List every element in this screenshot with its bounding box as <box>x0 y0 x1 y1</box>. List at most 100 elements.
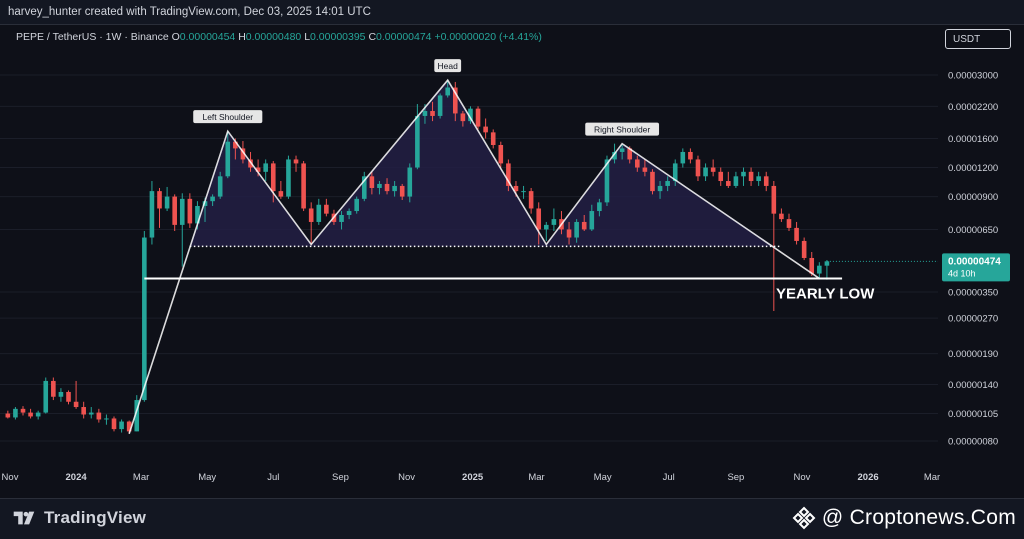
time-axis-label: Mar <box>924 472 940 483</box>
candle-down <box>695 159 701 177</box>
candle-down <box>5 413 11 418</box>
candle-up <box>43 380 49 413</box>
price-axis-label: 0.00000270 <box>948 314 998 325</box>
head-label: Head <box>438 61 459 71</box>
watermark: @ Croptonews.Com <box>792 504 1016 532</box>
candle-up <box>202 201 208 206</box>
candle-down <box>81 407 86 415</box>
candle-down <box>293 159 299 164</box>
candle-down <box>748 171 754 182</box>
candle-down <box>172 196 177 225</box>
candle-up <box>589 211 595 230</box>
candle-up <box>619 148 625 152</box>
candle-down <box>126 421 132 432</box>
price-chart[interactable]: Left Shoulder Head Right Shoulder YEARLY LO… <box>0 25 1024 500</box>
candle-up <box>817 265 822 274</box>
candle-down <box>233 141 238 149</box>
price-axis-label: 0.00000190 <box>948 349 998 360</box>
candle-up <box>217 176 223 197</box>
left-shoulder-label-bg <box>193 110 263 124</box>
candle-up <box>445 87 451 96</box>
candle-down <box>581 221 587 230</box>
candle-up <box>58 391 64 397</box>
candle-down <box>452 87 458 114</box>
candle-up <box>149 191 155 238</box>
footer: TradingView @ Croptonews.Com <box>0 499 1024 539</box>
tradingview-logo-icon <box>13 511 35 525</box>
low-value: 0.00000395 <box>310 31 366 43</box>
time-axis-label: Mar <box>528 472 544 483</box>
candle-down <box>460 113 466 122</box>
candle-down <box>763 176 769 186</box>
right-shoulder-label: Right Shoulder <box>594 125 650 135</box>
time-axis-label: 2025 <box>462 472 484 483</box>
candle-down <box>51 380 56 397</box>
candle-down <box>506 163 511 186</box>
candle-down <box>384 183 390 192</box>
candle-down <box>270 163 276 192</box>
candle-down <box>20 408 26 413</box>
open-value: 0.00000454 <box>179 31 236 43</box>
time-axis-label: Nov <box>2 472 19 483</box>
candle-up <box>680 151 686 164</box>
time-axis-label: Nov <box>398 472 415 483</box>
candle-up <box>263 163 268 172</box>
time-axis-label: May <box>198 472 216 483</box>
time-axis: Nov 2024 Mar May Jul Sep Nov 2025 Mar May Jul Sep No… <box>2 472 941 483</box>
time-axis-label: 2024 <box>66 472 88 483</box>
price-axis-label: 0.00000140 <box>948 380 998 391</box>
tradingview-brand: TradingView <box>44 508 147 527</box>
candle-up <box>468 108 473 122</box>
left-shoulder-label: Left Shoulder <box>202 112 253 122</box>
candle-down <box>786 219 792 228</box>
currency-button[interactable]: USDT <box>945 29 1011 49</box>
candle-up <box>88 412 94 415</box>
price-axis-label: 0.00000080 <box>948 437 998 448</box>
candle-up <box>422 111 428 116</box>
right-shoulder-label-bg <box>585 122 660 136</box>
candle-up <box>354 198 359 212</box>
candle-up <box>665 181 670 186</box>
price-axis-label: 0.00001600 <box>948 134 998 145</box>
candle-down <box>794 227 799 241</box>
binance-diamond-icon <box>792 506 816 530</box>
candle-up <box>195 205 200 224</box>
pattern-line <box>128 78 820 434</box>
candle-down <box>369 176 375 188</box>
pattern-shading-area <box>189 80 774 247</box>
candle-up <box>13 408 18 418</box>
candle-down <box>28 412 33 417</box>
candle-up <box>415 115 420 168</box>
time-axis-label: Sep <box>727 472 744 483</box>
low-label: L <box>304 31 311 43</box>
candle-down <box>771 185 777 214</box>
candles <box>5 80 830 434</box>
time-axis-label: Jul <box>267 472 279 483</box>
candle-down <box>96 412 102 420</box>
price-axis-label: 0.00001200 <box>948 163 998 174</box>
close-label: C <box>368 31 377 43</box>
candle-down <box>536 208 542 230</box>
chart-area[interactable]: Left Shoulder Head Right Shoulder YEARLY LO… <box>0 24 1024 499</box>
candle-up <box>134 400 140 432</box>
candle-down <box>566 229 572 238</box>
candle-down <box>430 111 435 116</box>
tradingview-logo[interactable]: TradingView <box>10 504 146 532</box>
candle-up <box>824 261 830 266</box>
candle-up <box>286 159 291 197</box>
candle-up <box>597 202 602 212</box>
candle-down <box>498 144 504 164</box>
candle-down <box>490 132 496 145</box>
candle-down <box>73 401 79 408</box>
candle-up <box>612 151 617 160</box>
candle-down <box>483 126 488 133</box>
current-price-value: 0.00000474 <box>948 256 1001 267</box>
candle-down <box>528 191 534 209</box>
candle-down <box>627 148 633 160</box>
candle-down <box>66 391 71 402</box>
candle-up <box>543 224 549 230</box>
price-axis-label: 0.00000350 <box>948 287 998 298</box>
candle-down <box>255 167 261 172</box>
candle-up <box>521 191 526 193</box>
candle-down <box>513 185 519 192</box>
